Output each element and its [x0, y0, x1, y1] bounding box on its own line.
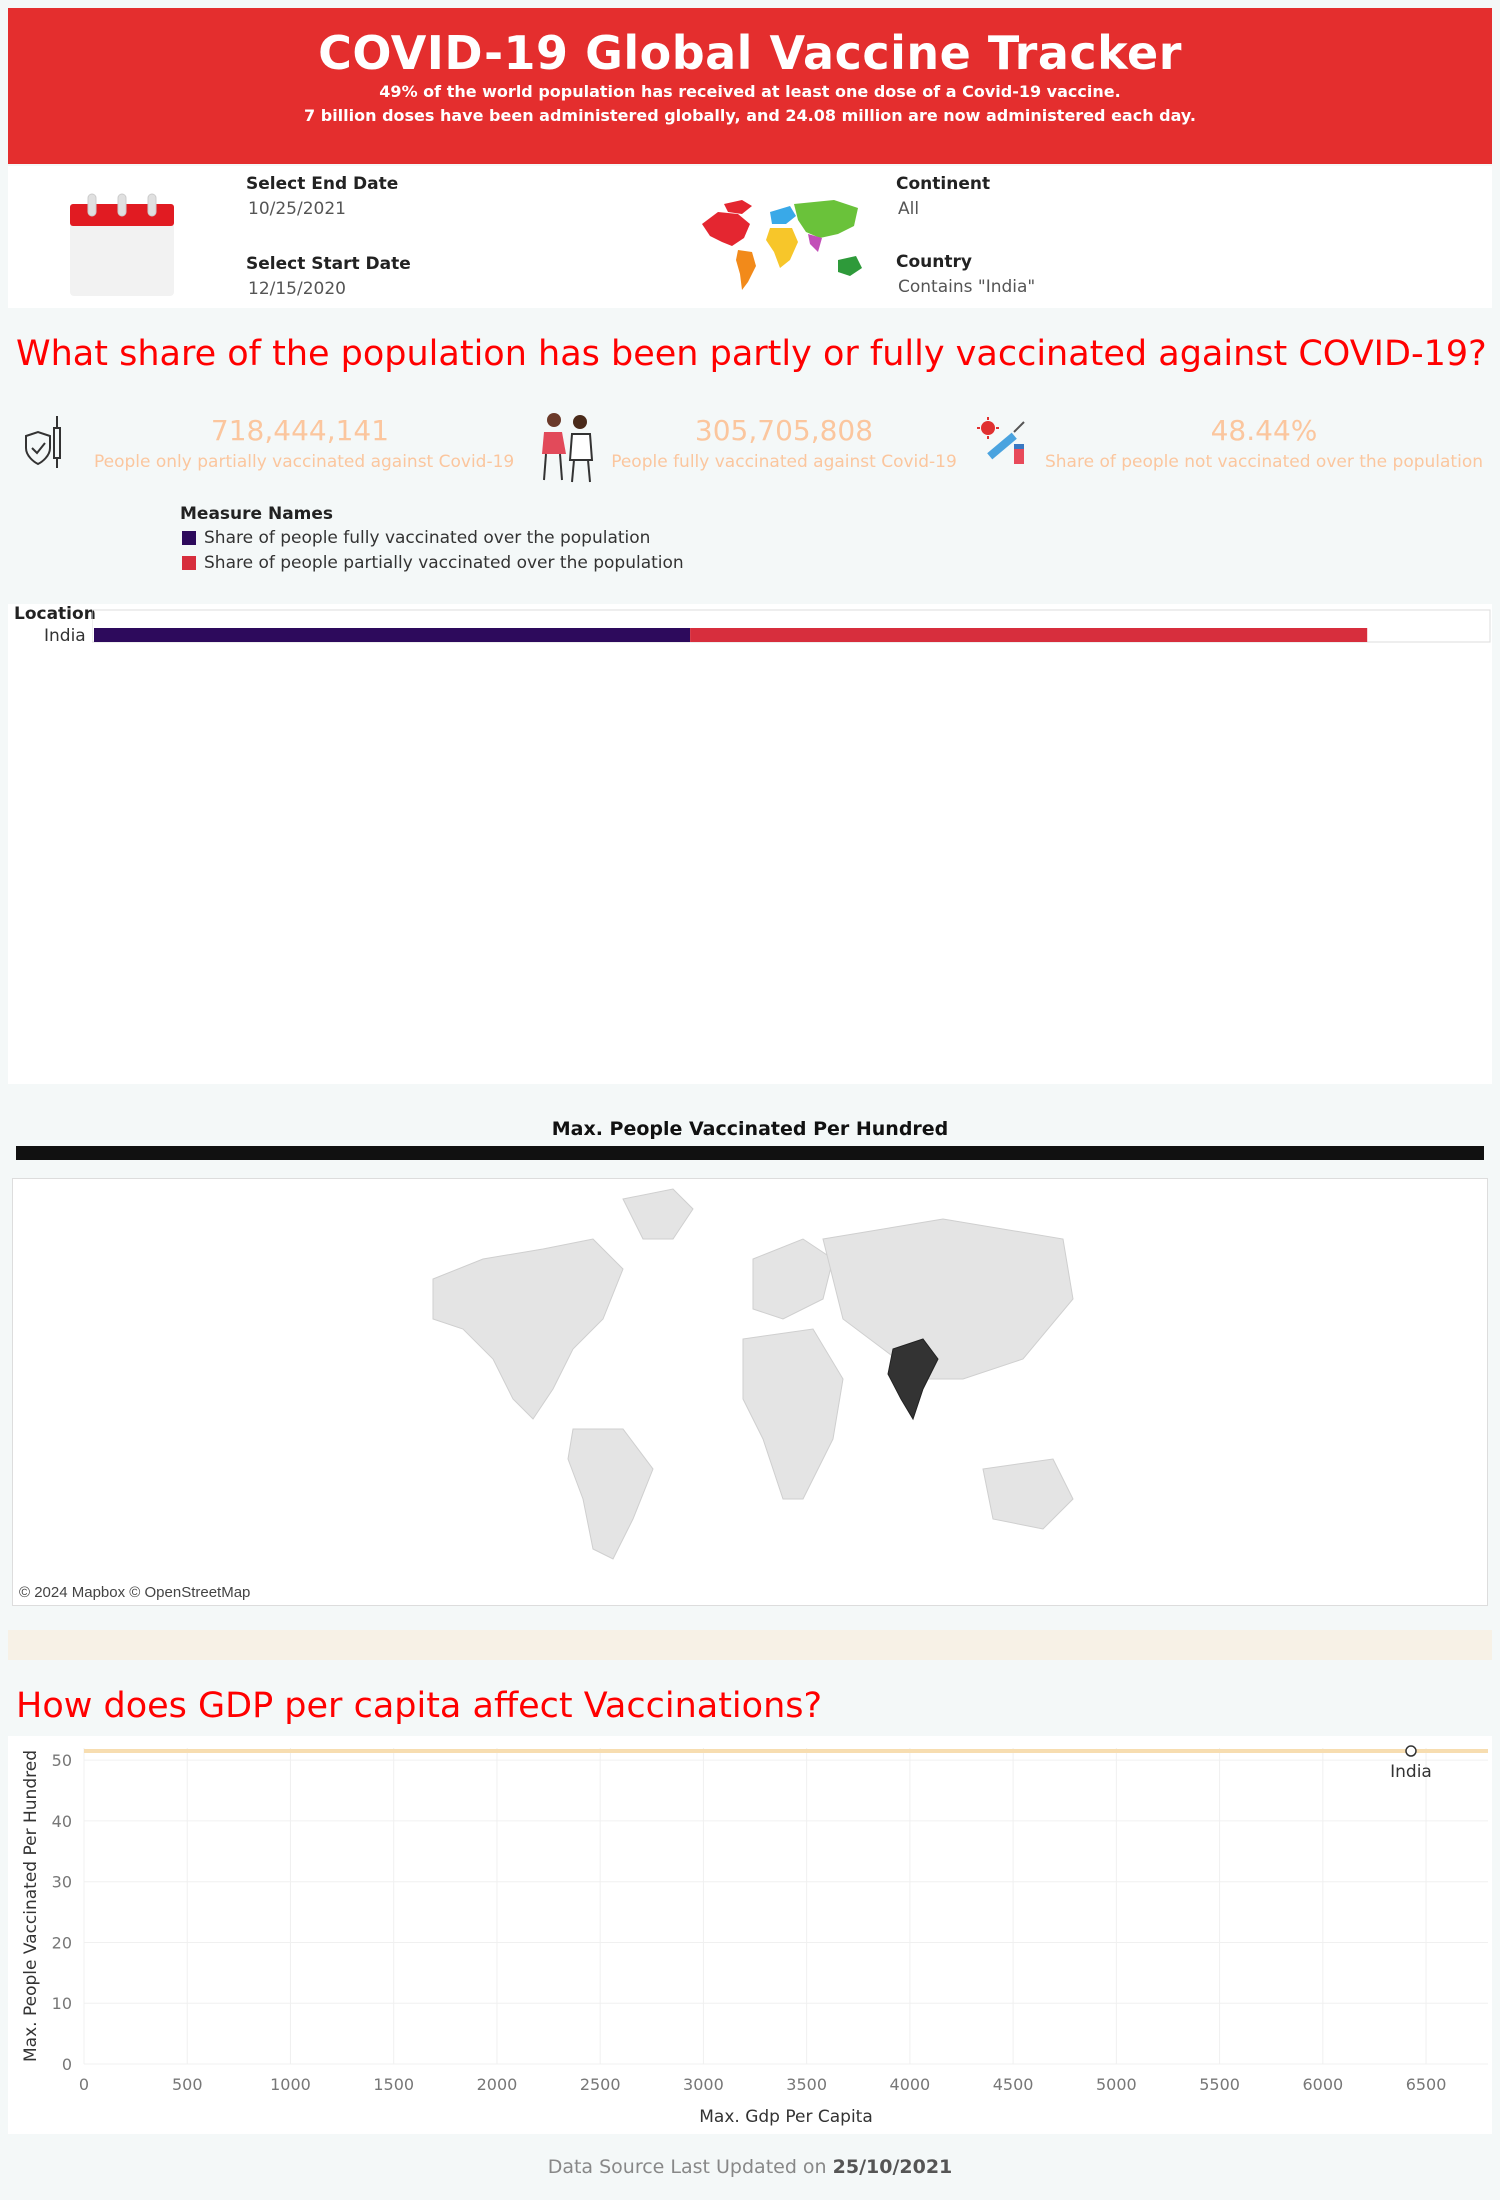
kpi-fully-vaccinated-value: 305,705,808 — [694, 414, 874, 447]
kpi-fully-vaccinated-label: People fully vaccinated against Covid-19 — [611, 452, 957, 472]
end-date-label: Select End Date — [246, 174, 399, 194]
australia-shape — [982, 1458, 1074, 1530]
x-tick-label: 4000 — [890, 2075, 931, 2094]
x-tick-label: 6000 — [1302, 2075, 1343, 2094]
y-tick-label: 20 — [52, 1933, 72, 1952]
x-tick-label: 4500 — [993, 2075, 1034, 2094]
vaccination-share-bar-chart: Location India — [8, 604, 1492, 1084]
x-tick-label: 1500 — [373, 2075, 414, 2094]
section-question-gdp: How does GDP per capita affect Vaccinati… — [16, 1686, 823, 1726]
south-america-shape — [567, 1428, 654, 1560]
y-tick-label: 30 — [52, 1873, 72, 1892]
filters-panel: Select End Date 10/25/2021 Select Start … — [8, 166, 1492, 308]
world-map-shapes — [432, 1188, 1074, 1560]
vaccine-shield-icon — [25, 416, 61, 468]
kpi-not-vaccinated-share-value: 48.44% — [1210, 414, 1318, 447]
vaccination-people-icon — [542, 413, 594, 483]
virus-syringe-icon — [977, 417, 1025, 464]
kpi-partially-vaccinated-value: 718,444,141 — [210, 414, 390, 447]
country-label: Country — [896, 252, 972, 272]
y-tick-label: 10 — [52, 1994, 72, 2013]
x-tick-label: 3500 — [786, 2075, 827, 2094]
legend-swatch-partial — [182, 556, 196, 570]
europe-shape — [752, 1238, 834, 1320]
start-date-label: Select Start Date — [246, 254, 411, 274]
location-column-header: Location — [14, 604, 96, 624]
continent-label: Continent — [896, 174, 991, 194]
map-attribution[interactable]: © 2024 Mapbox © OpenStreetMap — [19, 1584, 251, 1601]
location-row-label: India — [44, 626, 86, 646]
continent-dropdown[interactable]: All — [898, 199, 920, 219]
footer-date: 25/10/2021 — [832, 2156, 953, 2178]
legend-item-partial[interactable]: Share of people partially vaccinated ove… — [182, 553, 684, 573]
section-divider — [8, 1630, 1492, 1660]
scatter-y-axis-label: Max. People Vaccinated Per Hundred — [21, 1750, 41, 2062]
calendar-icon — [70, 193, 174, 296]
world-map-icon — [702, 200, 862, 290]
africa-shape — [742, 1328, 844, 1500]
x-tick-label: 0 — [79, 2075, 89, 2094]
map-color-legend-bar — [16, 1146, 1484, 1160]
x-tick-label: 5000 — [1096, 2075, 1137, 2094]
kpi-partially-vaccinated-label: People only partially vaccinated against… — [94, 452, 515, 472]
y-tick-label: 50 — [52, 1751, 72, 1770]
y-tick-label: 0 — [62, 2055, 72, 2074]
scatter-point-label: India — [1390, 1762, 1432, 1782]
bar-segment-fully[interactable] — [94, 628, 691, 642]
legend-title: Measure Names — [180, 504, 334, 524]
world-map[interactable]: © 2024 Mapbox © OpenStreetMap — [12, 1178, 1488, 1606]
scatter-point[interactable] — [1405, 1745, 1417, 1757]
bar-chart-svg — [92, 609, 1491, 643]
gdp-vaccination-scatter-chart: 0 500 1000 1500 2000 2500 3000 3500 4000 4500 5000… — [8, 1736, 1492, 2134]
asia-shape — [822, 1218, 1074, 1380]
section-question-vaccination-share: What share of the population has been pa… — [16, 334, 1487, 374]
x-tick-label: 6500 — [1406, 2075, 1447, 2094]
bar-segment-partial[interactable] — [690, 628, 1368, 642]
dashboard-title: COVID-19 Global Vaccine Tracker — [318, 26, 1182, 80]
x-tick-label: 3000 — [683, 2075, 724, 2094]
dashboard-header: COVID-19 Global Vaccine Tracker 49% of t… — [8, 8, 1492, 164]
start-date-field[interactable]: 12/15/2020 — [248, 279, 346, 299]
x-tick-label: 500 — [172, 2075, 203, 2094]
legend-item-fully[interactable]: Share of people fully vaccinated over th… — [182, 528, 650, 548]
header-summary-line-2: 7 billion doses have been administered g… — [304, 106, 1196, 125]
country-filter[interactable]: Contains "India" — [898, 277, 1036, 297]
legend-label-fully: Share of people fully vaccinated over th… — [204, 528, 651, 548]
legend-swatch-fully — [182, 531, 196, 545]
north-america-shape — [432, 1238, 624, 1420]
scatter-x-axis-label: Max. Gdp Per Capita — [699, 2107, 873, 2127]
x-tick-label: 2500 — [580, 2075, 621, 2094]
legend-label-partial: Share of people partially vaccinated ove… — [204, 553, 684, 573]
india-shape — [887, 1338, 939, 1421]
header-summary-line-1: 49% of the world population has received… — [379, 82, 1121, 101]
scatter-background — [8, 1736, 1492, 2134]
end-date-field[interactable]: 10/25/2021 — [248, 199, 346, 219]
kpi-not-vaccinated-share-label: Share of people not vaccinated over the … — [1044, 452, 1483, 472]
x-tick-label: 1000 — [270, 2075, 311, 2094]
y-tick-label: 40 — [52, 1812, 72, 1831]
map-title: Max. People Vaccinated Per Hundred — [551, 1118, 949, 1140]
x-tick-label: 2000 — [477, 2075, 518, 2094]
greenland-shape — [622, 1188, 694, 1240]
footer-label: Data Source Last Updated on — [547, 2156, 833, 2178]
footer: Data Source Last Updated on 25/10/2021 — [0, 2156, 1500, 2178]
x-tick-label: 5500 — [1199, 2075, 1240, 2094]
